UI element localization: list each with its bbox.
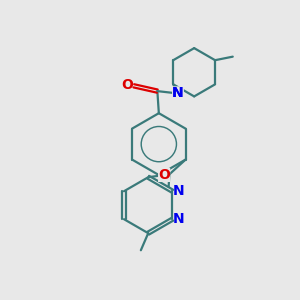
Text: O: O [122, 78, 133, 92]
Text: O: O [158, 168, 170, 182]
Text: N: N [172, 86, 184, 100]
Text: N: N [172, 184, 184, 198]
Text: N: N [172, 86, 184, 100]
Text: N: N [172, 212, 184, 226]
